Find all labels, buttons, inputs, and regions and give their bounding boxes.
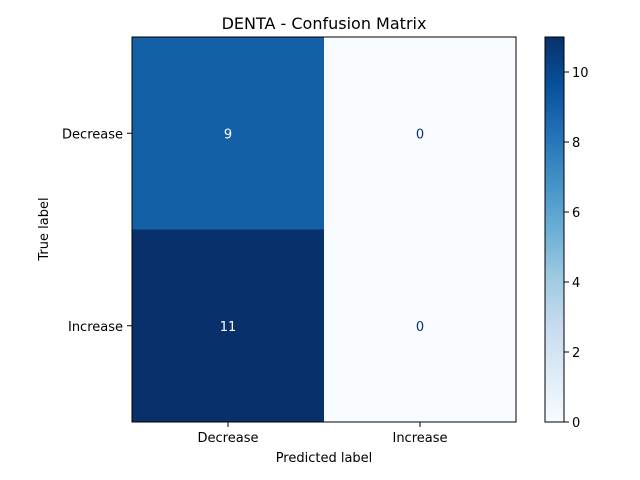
- cell-increase-increase: [324, 229, 517, 423]
- plot-frame: [131, 36, 517, 423]
- x-axis-label: Predicted label: [276, 451, 373, 466]
- matrix-cells: [132, 37, 517, 423]
- y-tick-label-increase: Increase: [68, 320, 123, 335]
- y-axis-label: True label: [37, 197, 52, 261]
- cell-decrease-decrease-value: 9: [224, 127, 232, 142]
- cell-decrease-increase: [324, 37, 517, 230]
- colorbar-tick-label-4: 4: [572, 276, 580, 291]
- chart-title: DENTA - Confusion Matrix: [222, 14, 427, 33]
- cell-increase-decrease-value: 11: [220, 320, 237, 335]
- x-tick-label-increase: Increase: [392, 431, 447, 446]
- cell-decrease-increase-value: 0: [416, 127, 424, 142]
- colorbar-ticks: 0 2 4 6 8 10: [564, 66, 589, 431]
- x-tick-label-decrease: Decrease: [198, 431, 259, 446]
- y-axis-ticks: Decrease Increase: [62, 127, 132, 335]
- cell-value-labels: 9 0 11 0: [220, 127, 424, 335]
- colorbar-tick-label-6: 6: [572, 206, 580, 221]
- y-tick-label-decrease: Decrease: [62, 127, 123, 142]
- colorbar-tick-label-10: 10: [572, 66, 589, 81]
- x-axis-ticks: Decrease Increase: [198, 422, 448, 446]
- cell-increase-increase-value: 0: [416, 320, 424, 335]
- colorbar-tick-label-2: 2: [572, 346, 580, 361]
- colorbar: [544, 36, 565, 423]
- cell-increase-decrease: [132, 229, 325, 423]
- cell-decrease-decrease: [132, 37, 325, 230]
- colorbar-tick-label-0: 0: [572, 416, 580, 431]
- colorbar-tick-label-8: 8: [572, 136, 580, 151]
